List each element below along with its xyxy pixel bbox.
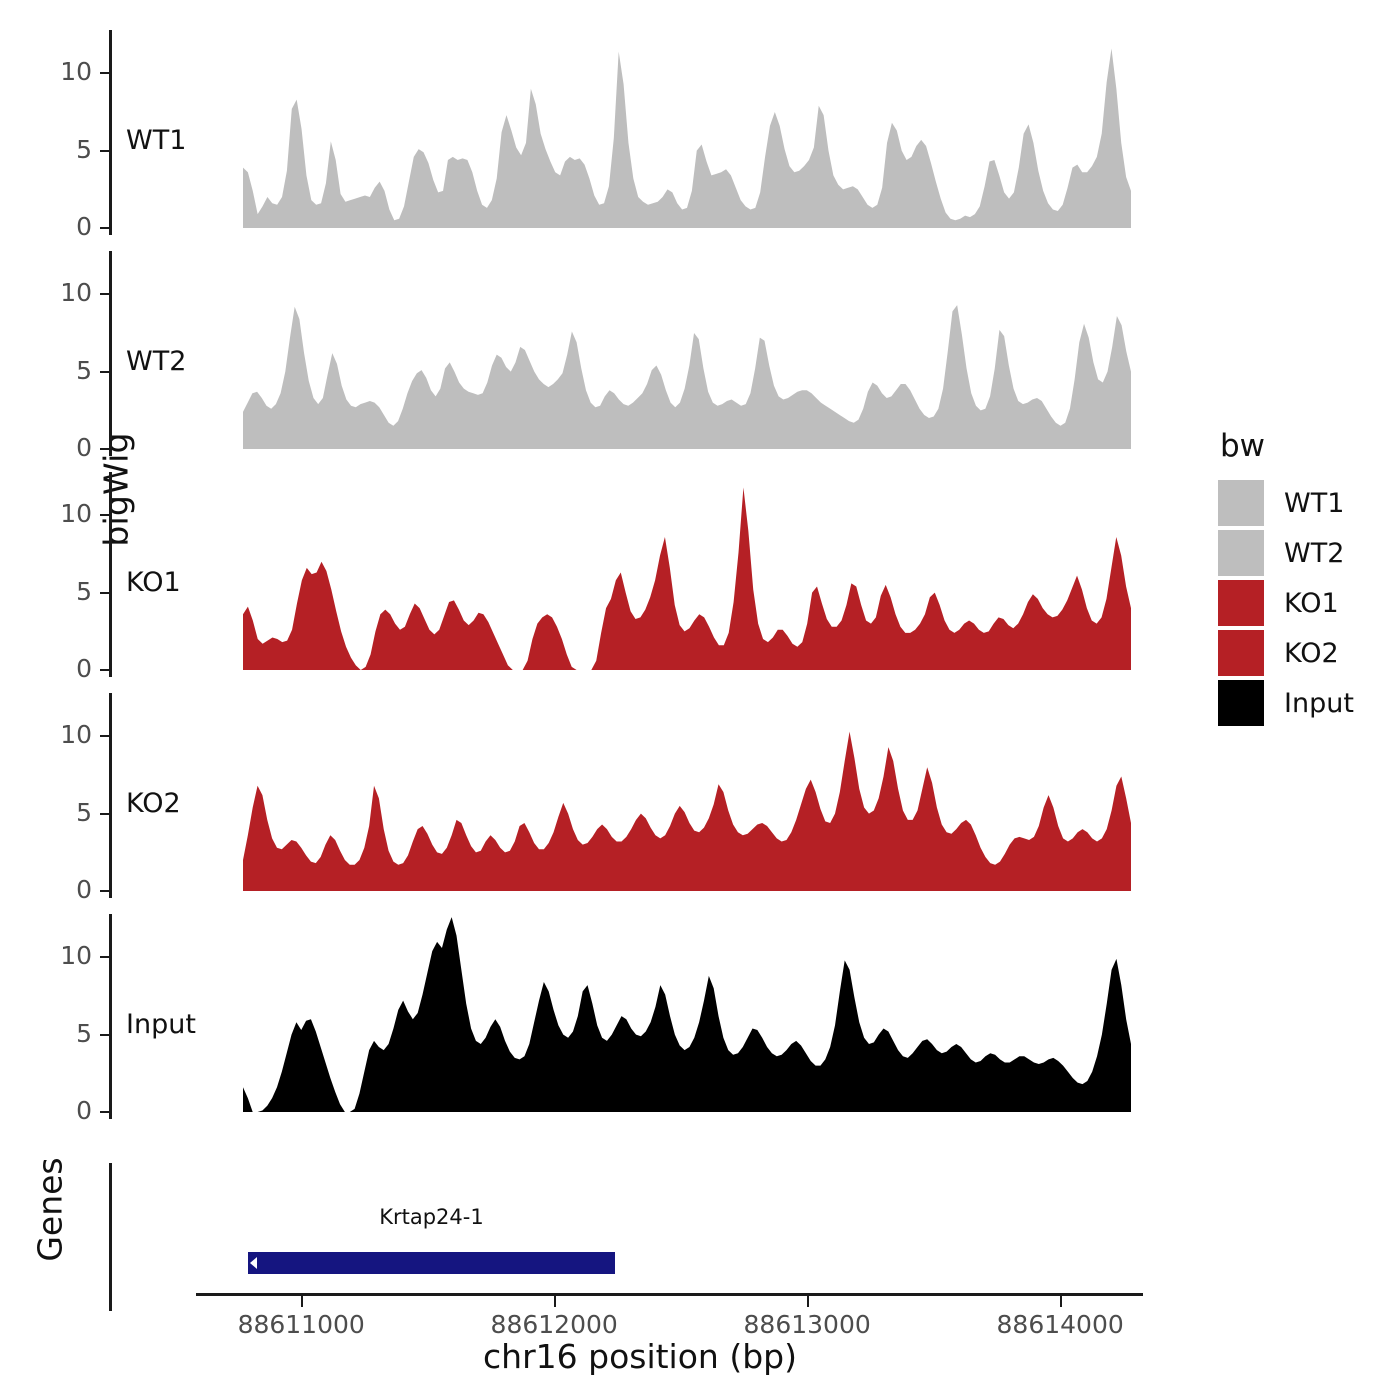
y-tick-label: 5: [76, 1018, 92, 1048]
x-tick-label: 88614000: [996, 1310, 1124, 1339]
y-tick-label: 10: [60, 720, 92, 750]
y-tick-label: 0: [76, 433, 92, 462]
y-tick: [100, 591, 109, 594]
y-tick-label: 5: [76, 355, 92, 385]
y-tick: [100, 735, 109, 738]
legend: bw WT1 WT2 KO1 KO2 Input: [1218, 428, 1393, 728]
y-tick: [100, 669, 109, 671]
y-tick: [100, 227, 109, 229]
y-axis-line: [109, 251, 112, 456]
y-tick-label: 10: [60, 278, 92, 308]
legend-label: KO1: [1284, 587, 1339, 619]
y-tick: [100, 1111, 109, 1113]
x-axis-label: chr16 position (bp): [483, 1337, 797, 1376]
y-tick: [100, 72, 109, 75]
legend-swatch-icon: [1218, 630, 1264, 676]
legend-label: KO2: [1284, 637, 1339, 669]
legend-item-wt2[interactable]: WT2: [1218, 528, 1393, 578]
y-tick: [100, 370, 109, 373]
track-label-ko1: KO1: [126, 567, 181, 598]
legend-swatch-icon: [1218, 480, 1264, 526]
y-tick-label: 5: [76, 576, 92, 606]
y-tick: [100, 1033, 109, 1036]
y-tick-label: 10: [60, 499, 92, 529]
track-label-ko2: KO2: [126, 788, 181, 819]
legend-swatch-icon: [1218, 680, 1264, 726]
gene-feature-bar[interactable]: [248, 1252, 615, 1274]
y-axis-line: [109, 30, 112, 235]
legend-swatch-icon: [1218, 580, 1264, 626]
x-tick: [301, 1296, 304, 1307]
y-tick: [100, 293, 109, 296]
y-tick-label: 10: [60, 941, 92, 971]
x-tick-label: 88612000: [490, 1310, 618, 1339]
x-tick-label: 88611000: [237, 1310, 365, 1339]
y-axis-line: [109, 914, 112, 1119]
strand-arrow-icon: [250, 1257, 258, 1269]
y-tick-label: 0: [76, 1096, 92, 1125]
y-axis-line: [109, 693, 112, 898]
gene-label: Krtap24-1: [379, 1205, 484, 1229]
y-tick: [100, 149, 109, 152]
x-axis-line: [196, 1293, 1143, 1296]
legend-swatch-icon: [1218, 530, 1264, 576]
legend-item-input[interactable]: Input: [1218, 678, 1393, 728]
x-tick: [1060, 1296, 1063, 1307]
y-axis-line: [109, 472, 112, 677]
y-tick-label: 0: [76, 212, 92, 241]
y-tick: [100, 448, 109, 450]
y-tick: [100, 890, 109, 892]
legend-item-ko1[interactable]: KO1: [1218, 578, 1393, 628]
track-label-wt1: WT1: [126, 125, 187, 156]
y-tick-label: 5: [76, 797, 92, 827]
y-tick-label: 0: [76, 875, 92, 904]
track-label-wt2: WT2: [126, 346, 187, 377]
legend-label: Input: [1284, 687, 1354, 719]
legend-item-ko2[interactable]: KO2: [1218, 628, 1393, 678]
legend-label: WT1: [1284, 487, 1345, 519]
y-tick-label: 0: [76, 654, 92, 683]
genes-axis-line: [109, 1163, 112, 1311]
x-tick-label: 88613000: [743, 1310, 871, 1339]
y-tick-label: 5: [76, 134, 92, 164]
legend-item-wt1[interactable]: WT1: [1218, 478, 1393, 528]
x-tick: [554, 1296, 557, 1307]
y-tick: [100, 514, 109, 517]
track-label-input: Input: [126, 1009, 196, 1040]
y-tick-label: 10: [60, 57, 92, 87]
legend-title: bw: [1220, 428, 1266, 464]
y-tick: [100, 956, 109, 959]
y-tick: [100, 812, 109, 815]
x-tick: [807, 1296, 810, 1307]
legend-label: WT2: [1284, 537, 1345, 569]
